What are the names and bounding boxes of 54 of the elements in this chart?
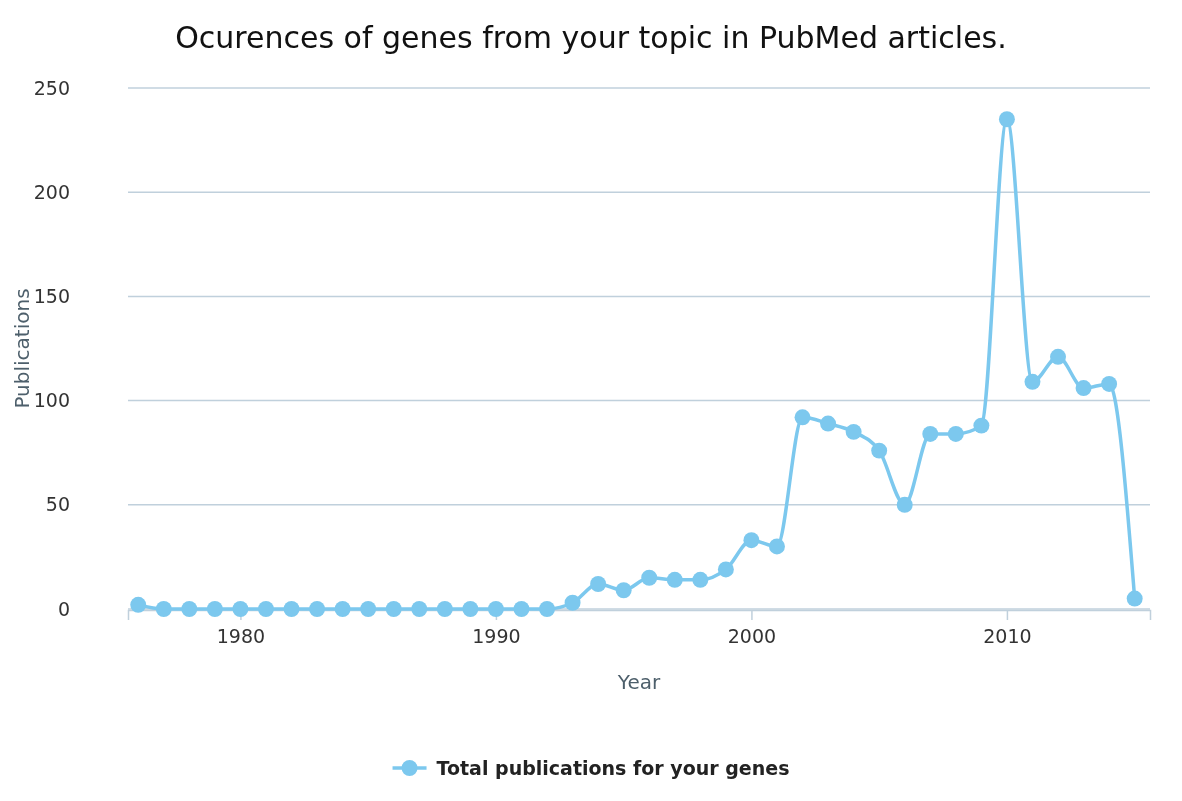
point xyxy=(896,496,913,513)
point xyxy=(871,442,888,459)
point xyxy=(513,601,530,617)
point xyxy=(309,601,326,617)
point xyxy=(973,417,990,434)
y-axis-title: Publications xyxy=(10,288,34,409)
point xyxy=(641,569,658,586)
point xyxy=(181,601,198,617)
x-tick-label: 2000 xyxy=(727,625,777,648)
y-tick-label: 250 xyxy=(33,76,70,99)
point xyxy=(947,425,964,442)
point xyxy=(564,594,581,611)
y-tick-label: 150 xyxy=(33,284,70,307)
point xyxy=(717,561,734,578)
point xyxy=(1050,348,1066,365)
point xyxy=(487,601,504,617)
point xyxy=(1101,375,1118,392)
point xyxy=(411,601,428,617)
point xyxy=(462,601,479,617)
x-tick-label: 1990 xyxy=(472,625,521,648)
point xyxy=(666,571,683,588)
y-tick-label: 100 xyxy=(33,389,70,412)
point xyxy=(820,415,837,432)
point xyxy=(155,601,172,617)
y-tick-label: 0 xyxy=(57,597,70,620)
point xyxy=(232,601,249,617)
point xyxy=(743,532,760,549)
point xyxy=(283,601,300,617)
point xyxy=(1075,380,1092,397)
point xyxy=(206,601,223,617)
legend-label: Total publications for your genes xyxy=(436,757,790,779)
point xyxy=(1126,590,1143,607)
y-tick-label: 50 xyxy=(45,493,70,516)
point xyxy=(922,425,939,442)
point xyxy=(360,601,377,617)
point xyxy=(794,409,811,426)
point xyxy=(615,582,632,599)
point xyxy=(998,111,1015,128)
point xyxy=(692,571,709,588)
point xyxy=(334,601,351,617)
point xyxy=(768,538,785,555)
point xyxy=(1024,373,1041,390)
point xyxy=(539,601,555,617)
point xyxy=(436,601,453,617)
x-tick-label: 1980 xyxy=(216,625,266,648)
x-tick-label: 2010 xyxy=(983,625,1032,648)
point xyxy=(257,601,274,617)
point xyxy=(590,576,607,592)
point xyxy=(385,601,402,617)
point xyxy=(845,423,862,440)
point xyxy=(130,596,147,613)
chart-title: Ocurences of genes from your topic in PubMed articles. xyxy=(175,20,1007,55)
x-axis-title: Year xyxy=(616,670,661,694)
y-tick-label: 200 xyxy=(33,180,70,203)
